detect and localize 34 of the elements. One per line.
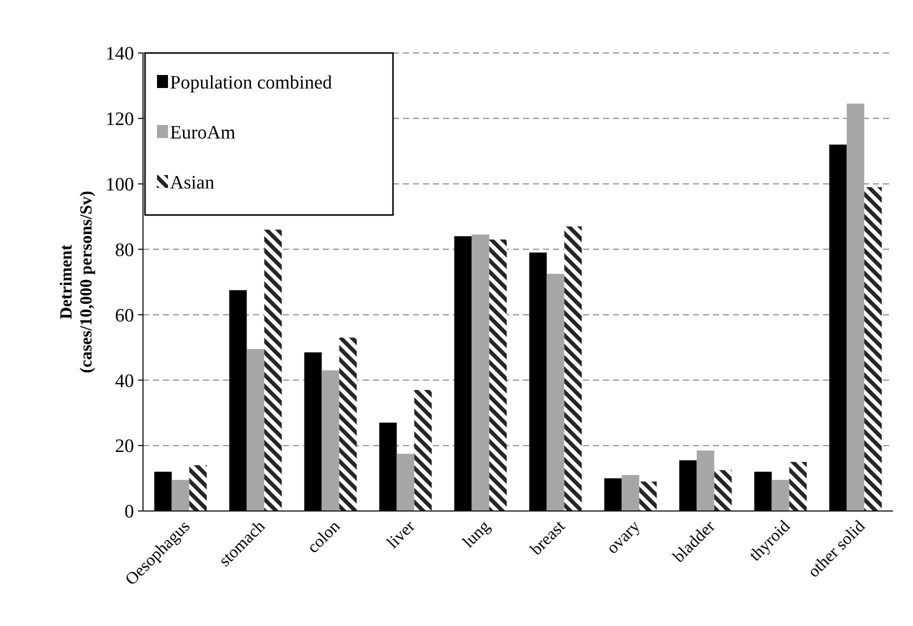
bar	[546, 274, 564, 511]
y-tick-label: 40	[115, 370, 134, 392]
bar	[246, 349, 264, 511]
y-tick-label: 80	[115, 240, 134, 261]
bar	[846, 104, 864, 511]
legend-label: Asian	[170, 172, 215, 194]
legend-label: EuroAm	[170, 122, 236, 144]
y-tick-label: 0	[124, 502, 134, 523]
bar	[864, 187, 882, 511]
y-axis-title: Detriment (cases/10,000 persons/Sv)	[56, 190, 96, 374]
bar	[564, 226, 582, 511]
y-tick-label: 120	[106, 109, 134, 130]
bar	[172, 480, 190, 511]
bar	[339, 338, 357, 511]
y-tick-label: 20	[115, 436, 134, 458]
x-tick-label: liver	[383, 516, 419, 552]
bar	[189, 465, 207, 511]
y-tick-label: 60	[115, 305, 134, 326]
bar	[696, 450, 714, 511]
bar	[472, 234, 490, 511]
bar	[714, 470, 732, 511]
bar	[264, 230, 282, 511]
bar	[772, 480, 790, 511]
y-tick-label: 100	[106, 174, 134, 196]
bar	[396, 454, 414, 511]
bar	[789, 462, 807, 511]
x-tick-label: lung	[458, 516, 494, 552]
bar	[489, 239, 507, 511]
y-tick-label: 140	[106, 44, 134, 65]
bar	[639, 482, 657, 511]
bar	[322, 370, 340, 511]
bar	[414, 390, 432, 511]
legend-label: Population combined	[170, 72, 333, 94]
bar	[622, 475, 640, 511]
